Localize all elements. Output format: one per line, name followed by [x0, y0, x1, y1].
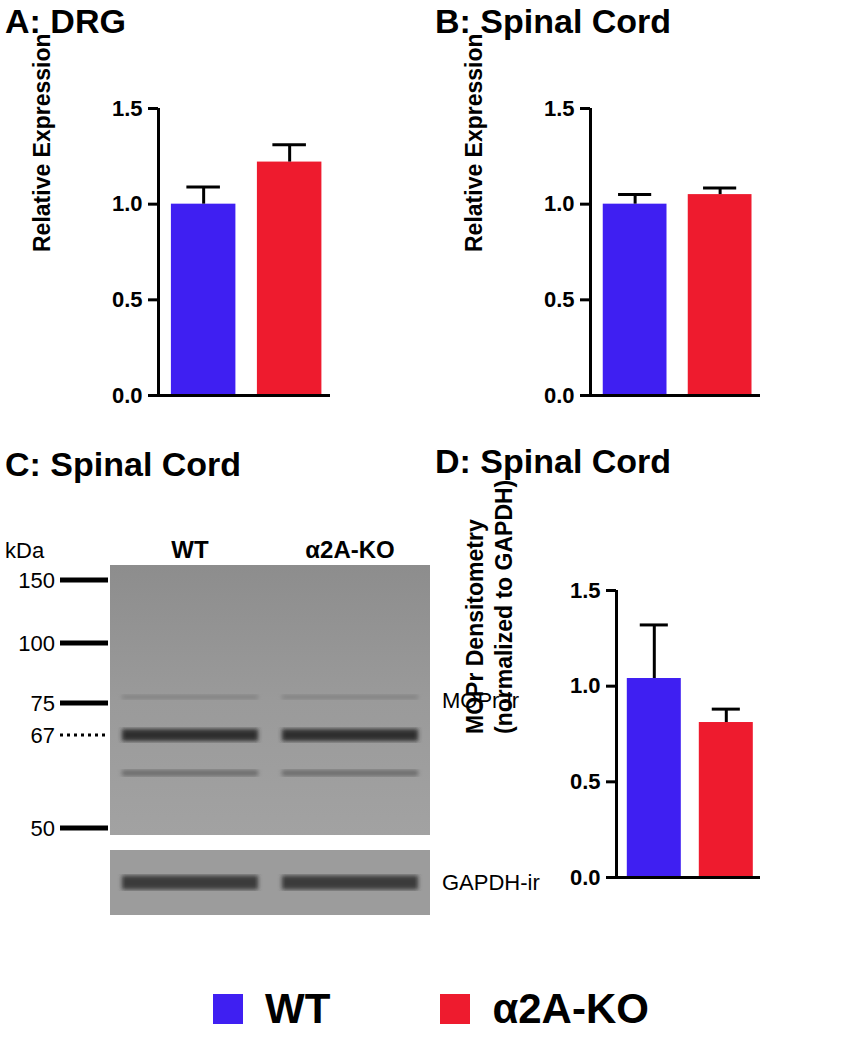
svg-text:MOPr-ir: MOPr-ir	[442, 688, 519, 713]
svg-text:GAPDH-ir: GAPDH-ir	[442, 870, 540, 895]
svg-text:1.5: 1.5	[112, 96, 143, 121]
svg-text:1.5: 1.5	[570, 578, 601, 603]
svg-text:0.5: 0.5	[112, 287, 143, 312]
svg-text:kDa: kDa	[5, 538, 45, 563]
svg-text:75: 75	[31, 691, 55, 716]
svg-text:150: 150	[18, 568, 55, 593]
svg-text:α2A-KO: α2A-KO	[305, 536, 394, 563]
svg-text:0.0: 0.0	[544, 383, 575, 408]
svg-text:0.5: 0.5	[544, 287, 575, 312]
svg-text:100: 100	[18, 631, 55, 656]
svg-text:0.0: 0.0	[112, 383, 143, 408]
svg-text:67: 67	[31, 723, 55, 748]
svg-text:0.0: 0.0	[570, 865, 601, 890]
svg-text:0.5: 0.5	[570, 769, 601, 794]
svg-text:1.0: 1.0	[570, 673, 601, 698]
svg-text:1.5: 1.5	[544, 96, 575, 121]
svg-text:Relative Expression: Relative Expression	[29, 33, 55, 252]
svg-text:1.0: 1.0	[112, 191, 143, 216]
svg-text:1.0: 1.0	[544, 191, 575, 216]
svg-text:50: 50	[31, 816, 55, 841]
svg-text:Relative Expression: Relative Expression	[461, 33, 487, 252]
svg-text:WT: WT	[171, 536, 209, 563]
